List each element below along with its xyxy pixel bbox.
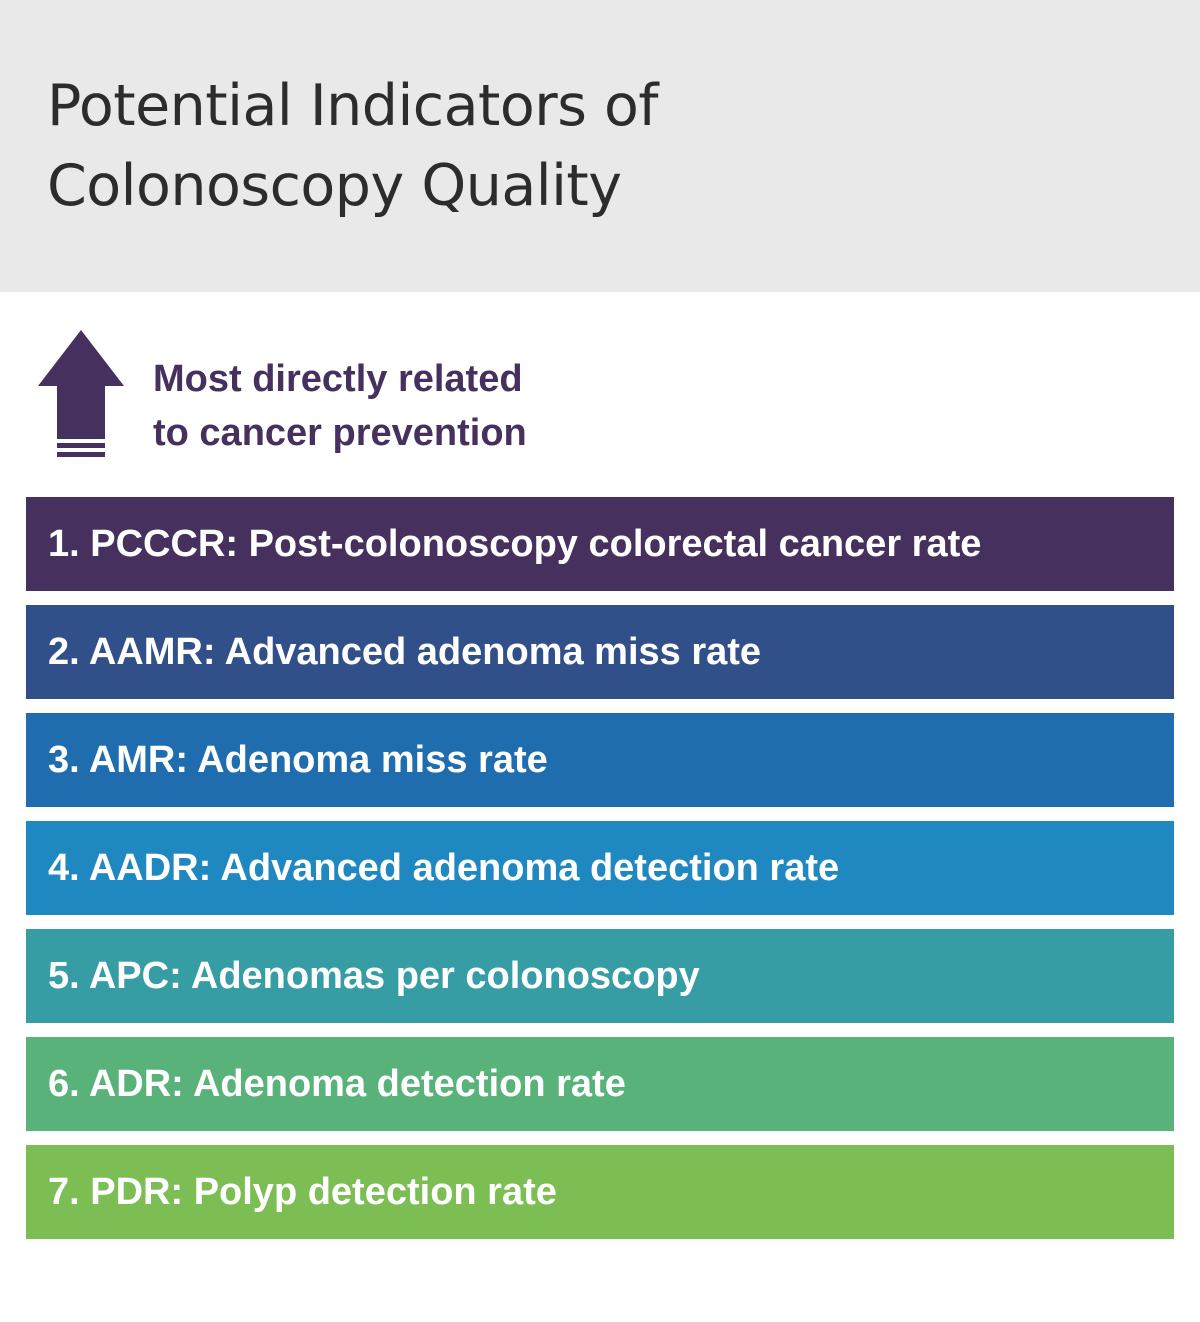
indicator-bar-aamr: 2. AAMR: Advanced adenoma miss rate	[26, 605, 1174, 699]
indicator-list: 1. PCCCR: Post-colonoscopy colorectal ca…	[26, 497, 1174, 1239]
indicator-bar-adr: 6. ADR: Adenoma detection rate	[26, 1037, 1174, 1131]
indicator-bar-pdr: 7. PDR: Polyp detection rate	[26, 1145, 1174, 1239]
indicator-bar-aadr: 4. AADR: Advanced adenoma detection rate	[26, 821, 1174, 915]
page-title: Potential Indicators of Colonoscopy Qual…	[47, 66, 658, 226]
indicator-bar-amr: 3. AMR: Adenoma miss rate	[26, 713, 1174, 807]
indicator-bar-pcccr: 1. PCCCR: Post-colonoscopy colorectal ca…	[26, 497, 1174, 591]
legend-line-1: Most directly related	[153, 358, 523, 400]
arrow-stripe-1	[57, 443, 105, 448]
arrow-shaft	[57, 385, 105, 439]
indicator-bar-apc: 5. APC: Adenomas per colonoscopy	[26, 929, 1174, 1023]
title-line-1: Potential Indicators of	[47, 73, 658, 139]
arrow-stripe-2	[57, 452, 105, 457]
header-band: Potential Indicators of Colonoscopy Qual…	[0, 0, 1200, 292]
arrow-legend: Most directly related to cancer preventi…	[153, 352, 527, 460]
arrow-head	[38, 330, 124, 386]
legend-line-2: to cancer prevention	[153, 412, 527, 454]
up-arrow-icon	[38, 330, 124, 457]
title-line-2: Colonoscopy Quality	[47, 153, 622, 219]
